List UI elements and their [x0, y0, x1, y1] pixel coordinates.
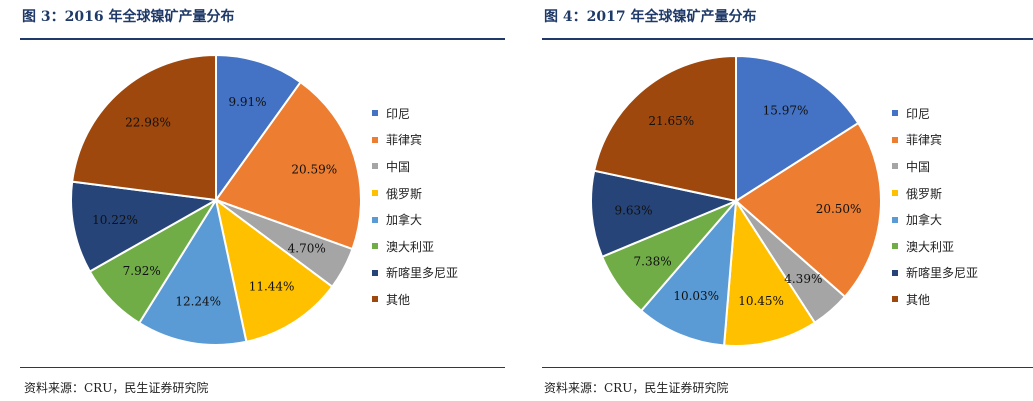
- legend-swatch: [372, 136, 378, 143]
- slice-value-label: 9.91%: [228, 95, 266, 109]
- title-rule: [542, 38, 1033, 40]
- chart-panel-2016: 图 3：2016 年全球镍矿产量分布 9.91% 20.59% 4.70% 11.44…: [0, 0, 505, 401]
- slice-value-label: 11.44%: [249, 280, 295, 294]
- legend-swatch: [892, 163, 898, 170]
- legend-swatch: [892, 110, 898, 117]
- pie-slice: [735, 54, 860, 203]
- pie-chart: 9.91% 20.59% 4.70% 11.44% 12.24% 7.92% 10.22% 2…: [70, 53, 363, 346]
- pie-chart: 15.97% 20.50% 4.39%10.45% 10.03% 7.38% 9.63% 2…: [590, 54, 882, 347]
- pie-slice: [71, 53, 217, 202]
- pie-slice: [70, 180, 220, 273]
- legend-item: 俄罗斯: [372, 180, 458, 207]
- legend-swatch: [892, 269, 898, 276]
- legend-item: 中国: [892, 153, 978, 180]
- pie-slice: [723, 197, 817, 347]
- legend-label: 加拿大: [906, 213, 943, 228]
- legend-label: 加拿大: [386, 213, 423, 228]
- title-rule: [20, 38, 505, 40]
- legend: 印尼菲律宾中国俄罗斯加拿大澳大利亚新喀里多尼亚 其他: [892, 100, 978, 313]
- legend-item: 新喀里多尼亚: [372, 260, 458, 287]
- slice-value-label: 4.70%: [288, 242, 326, 256]
- legend-swatch: [892, 136, 898, 143]
- legend-label: 印尼: [906, 106, 931, 121]
- legend-item: 俄罗斯: [892, 180, 978, 207]
- legend-label: 菲律宾: [386, 133, 423, 148]
- pie-slice: [734, 121, 882, 299]
- legend-label: 中国: [906, 159, 931, 174]
- legend-item: 加拿大: [372, 206, 458, 233]
- pie-slice: [214, 197, 334, 343]
- slice-value-label: 15.97%: [763, 104, 809, 118]
- pie-slice: [215, 53, 302, 204]
- slice-value-label: 10.45%: [738, 294, 784, 308]
- legend-item: 其他: [372, 286, 458, 313]
- source-rule: [20, 367, 505, 368]
- legend-swatch: [372, 110, 378, 117]
- legend-item: 印尼: [372, 100, 458, 127]
- slice-value-label: 20.50%: [816, 202, 862, 216]
- pie-slice: [137, 197, 248, 346]
- chart-panel-2017: 图 4：2017 年全球镍矿产量分布 15.97% 20.50% 4.39% 10.4…: [542, 0, 1033, 401]
- chart-title: 图 3：2016 年全球镍矿产量分布: [22, 9, 235, 25]
- legend-swatch: [372, 243, 378, 250]
- legend-swatch: [372, 269, 378, 276]
- legend-swatch: [892, 190, 898, 197]
- legend-swatch: [372, 190, 378, 197]
- slice-value-label: 12.24%: [175, 294, 221, 308]
- legend-item: 菲律宾: [892, 127, 978, 154]
- legend-label: 新喀里多尼亚: [906, 266, 979, 281]
- legend-label: 印尼: [386, 106, 411, 121]
- legend-item: 加拿大: [892, 206, 978, 233]
- slice-value-label: 9.63%: [614, 204, 652, 218]
- source-rule: [542, 367, 1033, 368]
- slice-value-label: 7.38%: [634, 254, 672, 268]
- legend-label: 新喀里多尼亚: [386, 266, 459, 281]
- legend-item: 澳大利亚: [372, 233, 458, 260]
- legend-item: 其他: [892, 286, 978, 313]
- slice-value-label: 4.39%: [784, 272, 822, 286]
- legend-item: 菲律宾: [372, 127, 458, 154]
- pie-slice: [593, 54, 737, 203]
- source-note: 资料来源：CRU，民生证券研究院: [24, 381, 209, 395]
- legend-swatch: [892, 296, 898, 303]
- legend: 印尼菲律宾中国俄罗斯加拿大澳大利亚新喀里多尼亚 其他: [372, 100, 458, 313]
- slice-value-label: 10.03%: [673, 289, 719, 303]
- pie-slice: [639, 198, 738, 347]
- legend-label: 其他: [386, 292, 411, 307]
- slice-value-label: 7.92%: [123, 264, 161, 278]
- legend-item: 印尼: [892, 100, 978, 127]
- legend-item: 新喀里多尼亚: [892, 260, 978, 287]
- legend-swatch: [372, 216, 378, 223]
- slice-value-label: 21.65%: [648, 114, 694, 128]
- legend-label: 菲律宾: [906, 133, 943, 148]
- pie-slice: [590, 169, 740, 259]
- legend-label: 中国: [386, 159, 411, 174]
- legend-label: 澳大利亚: [386, 239, 435, 254]
- legend-swatch: [372, 163, 378, 170]
- legend-item: 中国: [372, 153, 458, 180]
- legend-label: 俄罗斯: [906, 186, 943, 201]
- legend-swatch: [892, 216, 898, 223]
- slice-value-label: 20.59%: [291, 163, 337, 177]
- chart-title: 图 4：2017 年全球镍矿产量分布: [544, 9, 757, 25]
- legend-swatch: [372, 296, 378, 303]
- legend-label: 澳大利亚: [906, 239, 955, 254]
- slice-value-label: 22.98%: [125, 116, 171, 130]
- legend-swatch: [892, 243, 898, 250]
- source-note: 资料来源：CRU，民生证券研究院: [544, 381, 729, 395]
- slice-value-label: 10.22%: [92, 213, 138, 227]
- pie-slice: [214, 80, 363, 251]
- legend-label: 其他: [906, 292, 931, 307]
- legend-label: 俄罗斯: [386, 186, 423, 201]
- legend-item: 澳大利亚: [892, 233, 978, 260]
